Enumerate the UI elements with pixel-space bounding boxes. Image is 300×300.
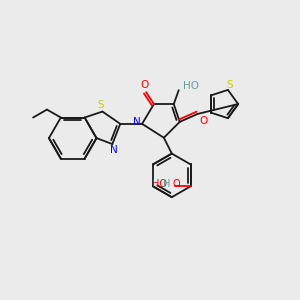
Text: HO: HO — [183, 81, 199, 91]
Text: O: O — [200, 116, 208, 126]
Text: N: N — [133, 117, 141, 127]
Text: S: S — [97, 100, 104, 110]
Text: S: S — [226, 80, 233, 90]
Text: N: N — [110, 145, 118, 155]
Text: O: O — [140, 80, 148, 90]
Text: H: H — [164, 179, 171, 189]
Text: O: O — [173, 179, 181, 189]
Text: HO: HO — [152, 179, 167, 189]
